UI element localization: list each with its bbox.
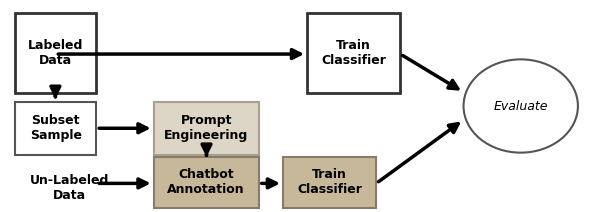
Ellipse shape <box>464 59 578 153</box>
Text: Labeled
Data: Labeled Data <box>28 39 83 67</box>
Text: Subset
Sample: Subset Sample <box>29 114 82 142</box>
Text: Prompt
Engineering: Prompt Engineering <box>164 114 248 142</box>
Text: Train
Classifier: Train Classifier <box>321 39 386 67</box>
Text: Un-Labeled
Data: Un-Labeled Data <box>29 174 109 202</box>
FancyBboxPatch shape <box>154 102 259 155</box>
FancyBboxPatch shape <box>307 13 400 93</box>
FancyBboxPatch shape <box>15 13 96 93</box>
FancyBboxPatch shape <box>154 157 259 208</box>
FancyBboxPatch shape <box>15 102 96 155</box>
FancyBboxPatch shape <box>283 157 376 208</box>
Text: Train
Classifier: Train Classifier <box>297 168 362 196</box>
Text: Evaluate: Evaluate <box>494 99 548 113</box>
Text: Chatbot
Annotation: Chatbot Annotation <box>167 168 245 196</box>
